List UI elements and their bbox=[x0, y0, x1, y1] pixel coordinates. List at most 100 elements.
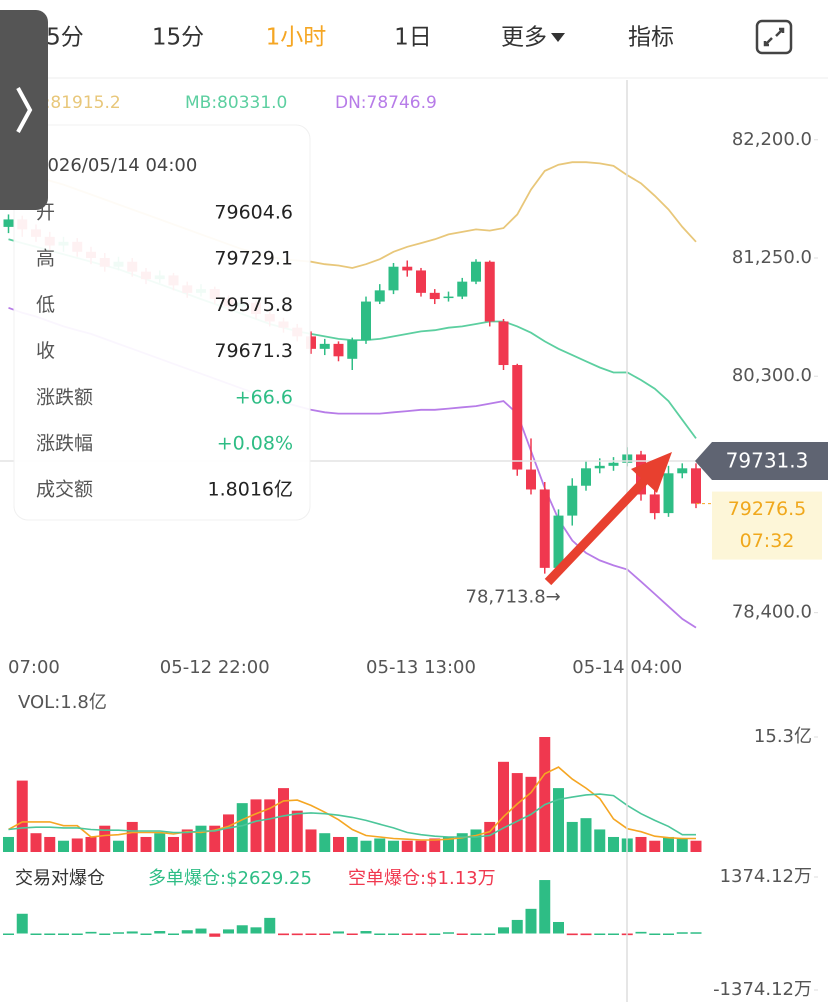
liquidation-bar bbox=[319, 933, 331, 935]
volume-bar bbox=[319, 833, 331, 852]
liquidation-bar bbox=[333, 931, 344, 934]
y-tick-label: -1374.12万 bbox=[713, 979, 812, 1000]
y-tick-label: 1374.12万 bbox=[720, 866, 812, 887]
volume-bar bbox=[181, 829, 193, 852]
liquidation-bar bbox=[649, 933, 661, 935]
candle-body bbox=[416, 270, 426, 293]
liquidation-bar bbox=[58, 933, 69, 935]
candle-body bbox=[539, 489, 550, 568]
plot-area: 82,200.0 81,250.0 80,300.0 78,400.0 07:00 05-… bbox=[3, 129, 822, 1000]
tooltip: 2026/05/14 04:00 开 79604.6高 79729.1低 79575.… bbox=[13, 124, 311, 521]
candle-body bbox=[471, 261, 481, 282]
volume-bar bbox=[553, 788, 564, 852]
liquidation-bar bbox=[388, 933, 399, 935]
tab[interactable]: 更多 bbox=[501, 25, 547, 51]
volume-bar bbox=[484, 821, 496, 852]
volume-bar bbox=[168, 836, 179, 852]
x-tick-label: 05-13 13:00 bbox=[366, 657, 476, 678]
volume-bar bbox=[71, 838, 83, 852]
volume-bar bbox=[291, 810, 303, 852]
liquidation-bar bbox=[429, 933, 441, 935]
liquidation-bar bbox=[71, 933, 83, 935]
low-label: 78,713.8→ bbox=[466, 587, 561, 608]
candle-body bbox=[649, 494, 660, 514]
candle-body bbox=[347, 340, 358, 359]
candle-body bbox=[3, 219, 14, 227]
fullscreen-button[interactable] bbox=[755, 19, 793, 55]
candle-body bbox=[306, 336, 316, 349]
volume-bar bbox=[635, 836, 647, 852]
tooltip-value: +0.08% bbox=[217, 433, 293, 455]
volume-bar bbox=[58, 840, 69, 852]
liquidation-bar bbox=[456, 933, 468, 935]
candle-body bbox=[512, 365, 523, 470]
volume-bar bbox=[456, 833, 468, 852]
liquidation-bar bbox=[443, 932, 454, 934]
tag-bg bbox=[695, 442, 828, 480]
liquidation-bar bbox=[608, 933, 619, 935]
volume-bar bbox=[305, 829, 317, 852]
liquidation-bar bbox=[85, 931, 97, 934]
volume-bar bbox=[99, 825, 111, 852]
volume-bar bbox=[250, 799, 262, 852]
liquidation-bar bbox=[154, 931, 166, 934]
liquidation-bar bbox=[663, 933, 674, 935]
liquidation-bar bbox=[470, 933, 482, 935]
volume-bar bbox=[690, 840, 702, 852]
tooltip-bg bbox=[13, 124, 311, 521]
volume-bar bbox=[388, 840, 399, 852]
liquidation-bar bbox=[195, 928, 207, 934]
tab-active[interactable]: 1小时 bbox=[266, 25, 327, 51]
volume-bar bbox=[649, 840, 661, 852]
volume-bar bbox=[126, 821, 138, 852]
tab[interactable]: 指标 bbox=[628, 25, 674, 51]
volume-bar bbox=[278, 788, 289, 852]
liquidation-bar bbox=[250, 927, 262, 934]
icon-frame bbox=[755, 19, 793, 55]
side-handle[interactable] bbox=[0, 10, 48, 210]
volume-bar bbox=[30, 833, 42, 852]
candle-body bbox=[319, 343, 330, 349]
liquidation-bar bbox=[264, 917, 276, 934]
liquidation-bar bbox=[525, 908, 537, 934]
volume-bar bbox=[566, 821, 578, 852]
liquidation-bar bbox=[113, 932, 124, 934]
tab[interactable]: 5分 bbox=[46, 25, 84, 51]
volume-bar bbox=[580, 818, 592, 852]
x-tick-label: 05-12 22:00 bbox=[160, 657, 270, 678]
countdown: 07:32 bbox=[740, 530, 795, 552]
arrow-head bbox=[631, 452, 672, 493]
volume-bar bbox=[44, 836, 56, 852]
y-tick-label: 81,250.0 bbox=[732, 247, 812, 268]
candle-body bbox=[691, 468, 701, 504]
volume-bar bbox=[236, 803, 248, 852]
candle-body bbox=[443, 296, 454, 299]
candle-body bbox=[498, 321, 509, 366]
volume-ma-line bbox=[8, 766, 696, 841]
volume-bar bbox=[511, 773, 523, 852]
y-tick-label: 80,300.0 bbox=[732, 365, 812, 386]
liquidation-bar bbox=[553, 921, 564, 934]
arrow-shaft bbox=[544, 471, 654, 586]
liquidation-bar bbox=[278, 933, 289, 936]
liquidation-bar bbox=[126, 931, 138, 934]
panel-title: VOL:1.8亿 bbox=[18, 692, 107, 713]
candle-body bbox=[484, 261, 495, 322]
volume-bar bbox=[264, 799, 276, 852]
candle-body bbox=[553, 515, 564, 568]
candle-body bbox=[361, 301, 371, 341]
tooltip-label: 收 bbox=[36, 340, 55, 362]
tab[interactable]: 1日 bbox=[394, 25, 432, 51]
volume-bar bbox=[16, 780, 28, 852]
panel-subtitle: 空单爆仓:$1.13万 bbox=[348, 868, 496, 889]
liquidation-bar bbox=[3, 933, 14, 935]
tooltip-value: 1.8016亿 bbox=[208, 479, 293, 501]
tab[interactable]: 15分 bbox=[152, 25, 204, 51]
liquidation-bar bbox=[44, 933, 56, 935]
candle-body bbox=[374, 290, 385, 302]
liquidation-bar bbox=[209, 933, 221, 937]
liquidation-bar bbox=[580, 933, 592, 936]
candle-body bbox=[608, 462, 619, 466]
volume-bar bbox=[360, 840, 372, 852]
